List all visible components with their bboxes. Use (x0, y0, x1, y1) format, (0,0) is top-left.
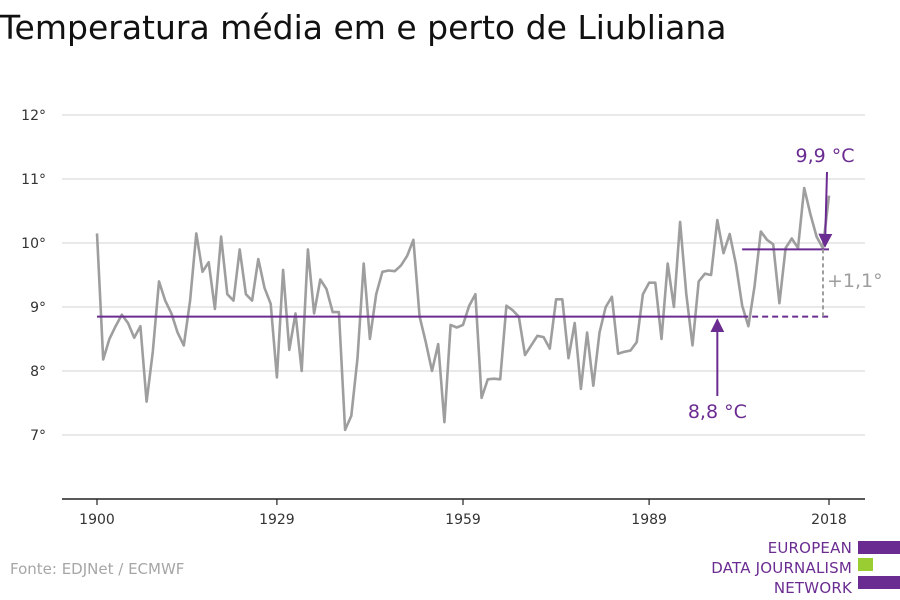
x-tick-label: 1900 (79, 512, 115, 528)
recent-arrow (818, 171, 833, 248)
logo-line-1: EUROPEAN (767, 539, 852, 557)
gridlines (62, 114, 865, 436)
y-tick-label: 11° (21, 172, 46, 188)
y-tick-label: 8° (30, 364, 46, 380)
edjnet-logo: EUROPEAN DATA JOURNALISM NETWORK (700, 538, 900, 598)
logo-bar-purple-2 (858, 576, 900, 589)
source-note: Fonte: EDJNet / ECMWF (10, 560, 185, 578)
logo-bar-green (858, 558, 873, 571)
y-tick-label: 10° (21, 236, 46, 252)
x-tick-label: 2018 (811, 512, 847, 528)
logo-bar-purple-1 (858, 541, 900, 554)
annotations: +1,1° 8,8 °C 9,9 °C (688, 145, 883, 423)
series-layer (95, 186, 831, 432)
x-tick-label: 1959 (445, 512, 481, 528)
chart-title: Temperatura média em e perto de Liublian… (0, 8, 727, 47)
axes: 7° 8° 9° 10° 11° 12° 1900 1929 1959 1989 2018 (21, 108, 865, 528)
temperature-line (95, 186, 831, 432)
reference-lines (97, 248, 829, 318)
logo-line-3: NETWORK (773, 579, 852, 597)
y-tick-label: 7° (30, 428, 46, 444)
y-tick-label: 9° (30, 300, 46, 316)
difference-label: +1,1° (827, 270, 883, 292)
x-tick-label: 1929 (259, 512, 295, 528)
baseline-value-label: 8,8 °C (688, 401, 747, 423)
y-tick-label: 12° (21, 108, 46, 124)
logo-line-2: DATA JOURNALISM (711, 559, 852, 577)
logo-text: EUROPEAN DATA JOURNALISM NETWORK (711, 538, 852, 598)
x-tick-label: 1989 (631, 512, 667, 528)
recent-value-label: 9,9 °C (795, 145, 854, 167)
